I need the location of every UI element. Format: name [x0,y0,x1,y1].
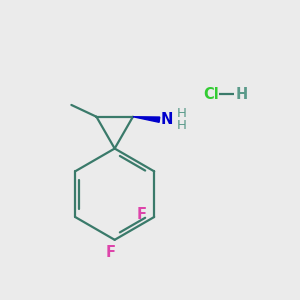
Text: H: H [176,119,186,132]
Text: N: N [161,112,173,127]
Polygon shape [133,117,160,122]
Text: H: H [176,107,186,120]
Text: F: F [105,245,115,260]
Text: H: H [236,87,247,102]
Text: F: F [137,207,147,222]
Text: Cl: Cl [203,87,219,102]
